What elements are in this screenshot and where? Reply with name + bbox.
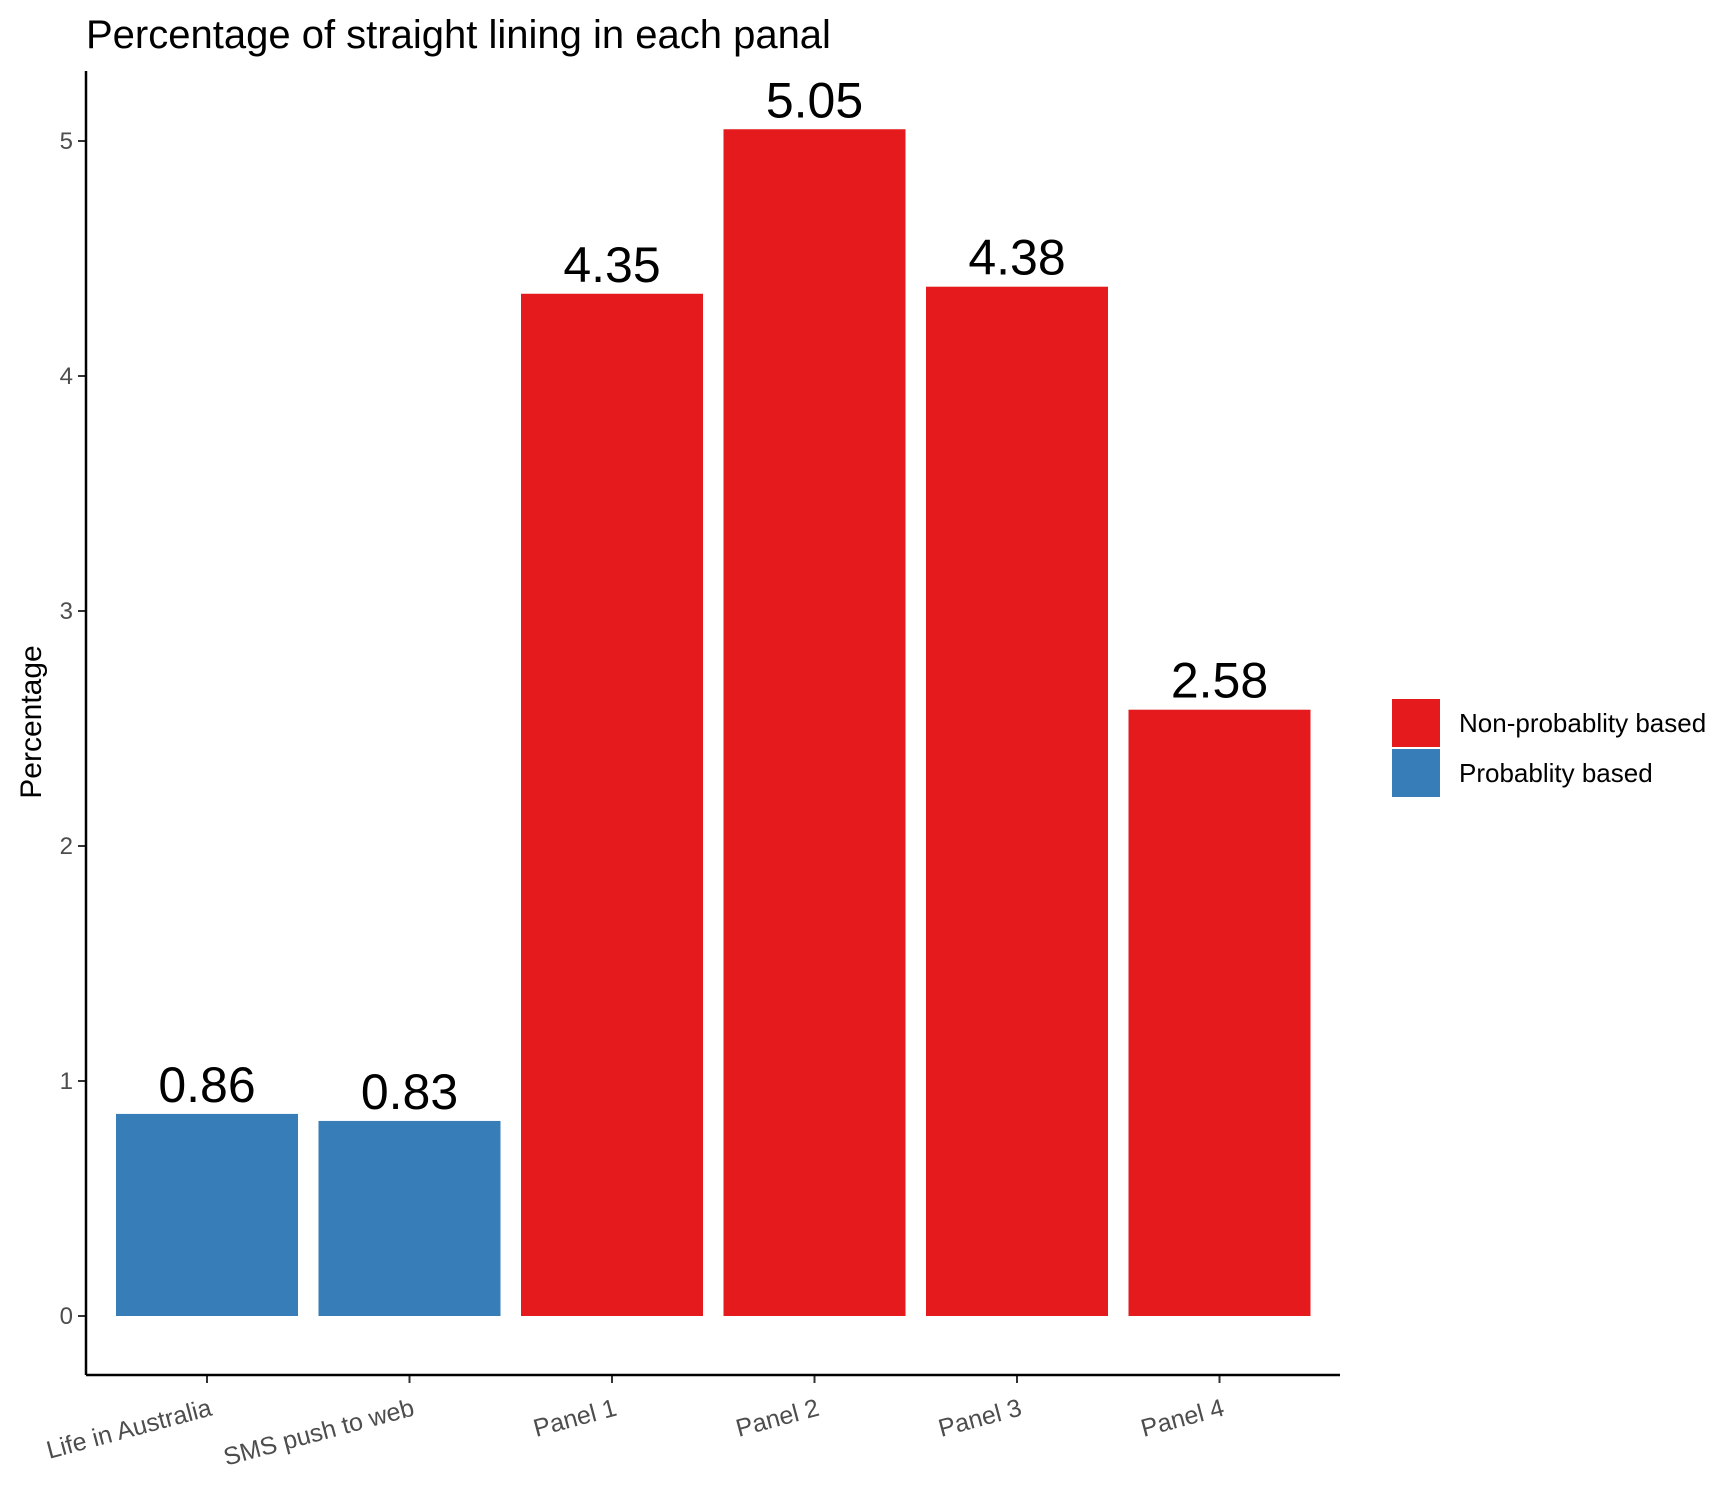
bar-panel-1 bbox=[521, 293, 703, 1316]
chart-title: Percentage of straight lining in each pa… bbox=[86, 13, 831, 57]
legend-key bbox=[1392, 699, 1440, 747]
x-tick-label: Panel 3 bbox=[935, 1394, 1024, 1443]
y-tick-label: 5 bbox=[60, 128, 73, 155]
x-tick-label: Panel 2 bbox=[733, 1394, 822, 1443]
y-tick-label: 0 bbox=[60, 1303, 73, 1330]
data-label: 2.58 bbox=[1171, 653, 1268, 709]
y-axis-label: Percentage bbox=[15, 645, 48, 798]
y-tick-label: 3 bbox=[60, 598, 73, 625]
x-tick-label: Panel 4 bbox=[1138, 1394, 1227, 1443]
y-tick-label: 4 bbox=[60, 363, 73, 390]
bar-sms-push-to-web bbox=[318, 1120, 501, 1316]
bar-panel-2 bbox=[723, 129, 906, 1316]
data-label: 4.35 bbox=[563, 237, 660, 293]
x-tick-label: Panel 1 bbox=[530, 1394, 619, 1443]
data-label: 0.86 bbox=[158, 1057, 255, 1113]
x-tick-label: SMS push to web bbox=[221, 1394, 418, 1472]
plot-area: 0 1 2 3 4 5 0.86 Life in Australia 0.83 SMS push … bbox=[44, 72, 1311, 1472]
legend: Non-probablity based Probablity based bbox=[1392, 699, 1706, 797]
data-label: 5.05 bbox=[766, 72, 863, 128]
x-tick-label: Life in Australia bbox=[44, 1394, 215, 1465]
legend-label: Probablity based bbox=[1459, 758, 1653, 788]
bar-panel-4 bbox=[1128, 709, 1311, 1316]
legend-label: Non-probablity based bbox=[1459, 708, 1706, 738]
legend-key bbox=[1392, 749, 1440, 797]
bar-panel-3 bbox=[926, 286, 1108, 1317]
y-tick-label: 1 bbox=[60, 1068, 73, 1095]
data-label: 0.83 bbox=[361, 1064, 458, 1120]
bar-life-in-australia bbox=[116, 1113, 298, 1316]
y-tick-label: 2 bbox=[60, 833, 73, 860]
data-label: 4.38 bbox=[968, 230, 1065, 286]
